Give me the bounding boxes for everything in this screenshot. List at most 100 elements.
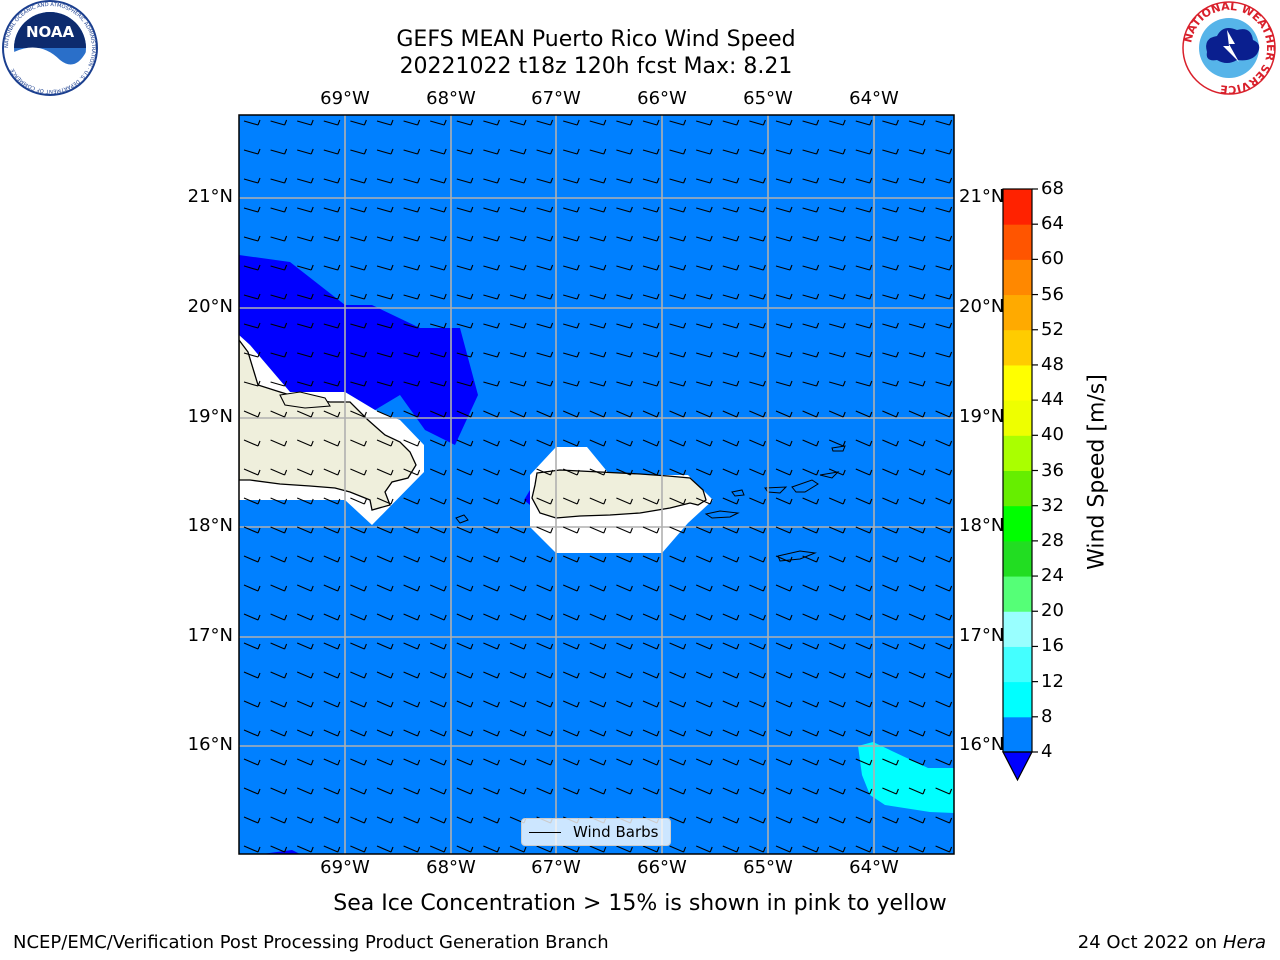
wind-barb (509, 845, 527, 853)
wind-barb (855, 235, 873, 242)
wind-barb (483, 148, 500, 155)
wind-barb (616, 380, 633, 387)
wind-barb (323, 351, 341, 358)
wind-barb (483, 410, 500, 418)
wind-barb (562, 555, 580, 563)
wind-barb (669, 410, 687, 418)
wind-barb (935, 816, 953, 824)
wind-barb (430, 293, 447, 300)
wind-barb (243, 439, 261, 447)
wind-barb (935, 293, 953, 300)
wind-barb (270, 816, 288, 824)
wind-barb (296, 613, 314, 621)
wind-barb (828, 671, 846, 679)
wind-barb (323, 845, 341, 853)
colorbar-tick-label: 28 (1041, 529, 1064, 551)
st-croix-island (777, 550, 817, 562)
wind-barb (695, 758, 713, 766)
wind-barb (456, 584, 474, 592)
wind-barb (642, 148, 660, 155)
wind-barb (616, 206, 633, 213)
wind-barb (855, 642, 873, 650)
wind-barb (855, 293, 873, 300)
wind-barb (775, 351, 793, 358)
colorbar-band (1003, 294, 1032, 331)
wind-barb (376, 816, 394, 824)
wind-barb (642, 119, 660, 126)
wind-barb (749, 410, 766, 418)
wind-barb (722, 758, 740, 766)
latitude-label: 21°N (187, 186, 233, 207)
wind-barb (509, 293, 527, 300)
wind-barb (589, 700, 607, 708)
wind-barb (935, 322, 953, 329)
wind-barb (828, 555, 846, 563)
wind-barb (669, 177, 687, 184)
wind-barb (828, 613, 846, 621)
wind-barb (722, 613, 740, 621)
wind-barb (722, 410, 740, 418)
wind-barb (509, 613, 527, 621)
chart-subtitle-forecast: 20221022 t18z 120h fcst Max: 8.21 (399, 54, 793, 79)
wind-barb (855, 148, 873, 155)
wind-barb (802, 177, 820, 184)
wind-barb (935, 351, 953, 358)
wind-barb (616, 322, 633, 329)
wind-barb (695, 816, 713, 824)
wind-barb (642, 380, 660, 387)
wind-barb (350, 497, 367, 505)
wind-barb (589, 526, 607, 534)
wind-barb (270, 787, 288, 795)
wind-barb (589, 845, 607, 853)
wind-barb (829, 264, 846, 271)
wind-barb (616, 148, 633, 155)
wind-barb (749, 119, 766, 126)
wind-barb (669, 642, 687, 650)
footer-date: 24 Oct 2022 on Hera (1078, 932, 1266, 953)
wind-barb (908, 410, 926, 418)
wind-barb (589, 206, 607, 213)
footer-date-text: 24 Oct 2022 on (1077, 932, 1223, 953)
wind-barb (882, 380, 899, 387)
wind-barb (722, 816, 740, 824)
wind-barb (562, 439, 580, 447)
wind-barb (296, 468, 314, 476)
wind-barb (563, 177, 580, 184)
wind-barb (855, 729, 873, 737)
wind-barb (908, 119, 926, 126)
wind-barb (802, 787, 820, 795)
wind-barb (456, 206, 474, 213)
wind-barb (908, 322, 926, 329)
legend-label: Wind Barbs (573, 823, 659, 841)
wind-barb (829, 206, 846, 213)
wind-barb (376, 497, 394, 505)
wind-barb (323, 322, 341, 329)
wind-barb (722, 671, 740, 679)
wind-barb (935, 700, 953, 708)
wind-barb (749, 497, 766, 505)
latitude-label: 17°N (187, 625, 233, 646)
wind-barb (775, 613, 793, 621)
wind-barb (695, 613, 713, 621)
wind-barb (376, 264, 394, 271)
wind-barb (669, 729, 687, 737)
wind-barb (483, 322, 500, 329)
wind-barb (456, 148, 474, 155)
wind-barb (403, 700, 421, 708)
wind-barb (722, 497, 740, 505)
wind-barb (509, 439, 527, 447)
wind-barb (722, 177, 740, 184)
wind-barb (509, 410, 527, 418)
wind-barb (935, 497, 953, 505)
wind-barb (802, 410, 820, 418)
wind-barb (616, 671, 633, 679)
wind-barb (882, 264, 899, 271)
wind-barb (483, 468, 500, 476)
wind-barb (855, 497, 873, 505)
wind-barb (509, 177, 527, 184)
wind-barb (828, 787, 846, 795)
colorbar-tick-label: 44 (1041, 389, 1064, 411)
longitude-label: 66°W (637, 857, 687, 878)
wind-barb (243, 148, 261, 155)
wind-barb (429, 497, 447, 505)
